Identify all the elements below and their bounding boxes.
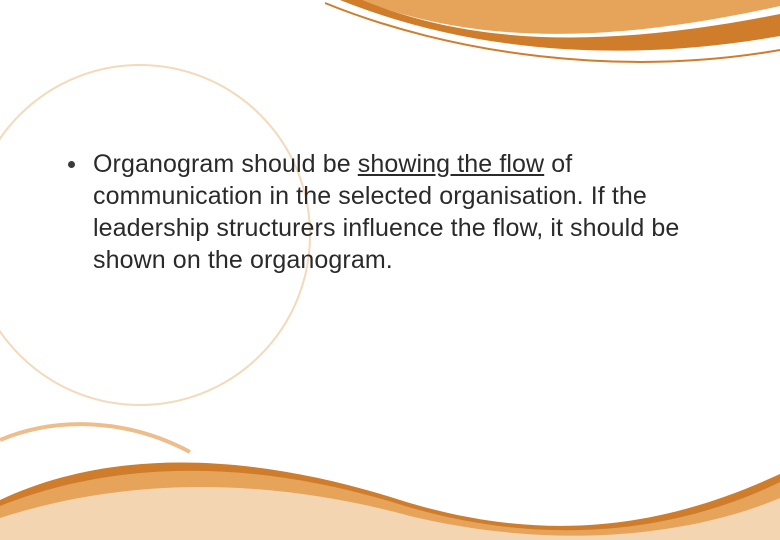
slide: Organogram should be showing the flow of… — [0, 0, 780, 540]
bullet-text: Organogram should be showing the flow of… — [93, 148, 720, 276]
slide-body: Organogram should be showing the flow of… — [68, 148, 720, 276]
bullet-item: Organogram should be showing the flow of… — [68, 148, 720, 276]
bullet-marker — [68, 161, 75, 168]
bullet-text-underlined: showing the flow — [358, 150, 544, 178]
bullet-text-pre: Organogram should be — [93, 150, 358, 178]
